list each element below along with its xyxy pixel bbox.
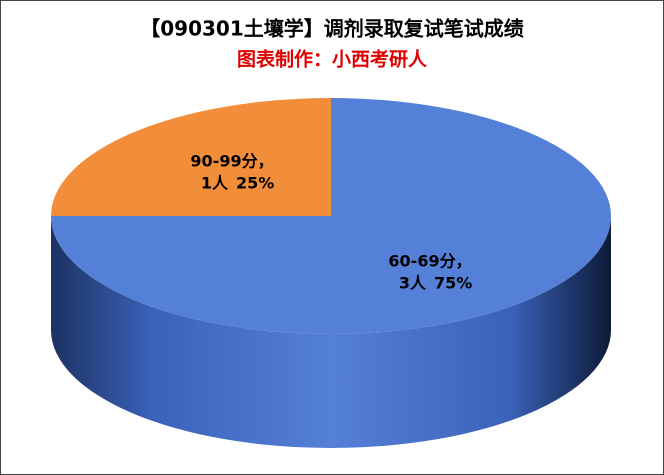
chart-subtitle: 图表制作：小西考研人 bbox=[237, 48, 428, 71]
data-label-category: 90-99分， bbox=[190, 152, 273, 171]
chart-title: 【090301土壤学】调剂录取复试笔试成绩 bbox=[140, 17, 524, 41]
pie-side bbox=[51, 216, 611, 448]
data-label-percent: 75% bbox=[434, 274, 472, 293]
data-label-count: 3人 bbox=[399, 274, 427, 293]
data-label-percent: 25% bbox=[236, 174, 274, 193]
pie-slice bbox=[51, 98, 331, 216]
data-label-count: 1人 bbox=[201, 174, 229, 193]
data-label-category: 60-69分， bbox=[388, 252, 471, 271]
pie: 60-69分， 3人 75% 90-99分， 1人 25% bbox=[51, 98, 611, 448]
